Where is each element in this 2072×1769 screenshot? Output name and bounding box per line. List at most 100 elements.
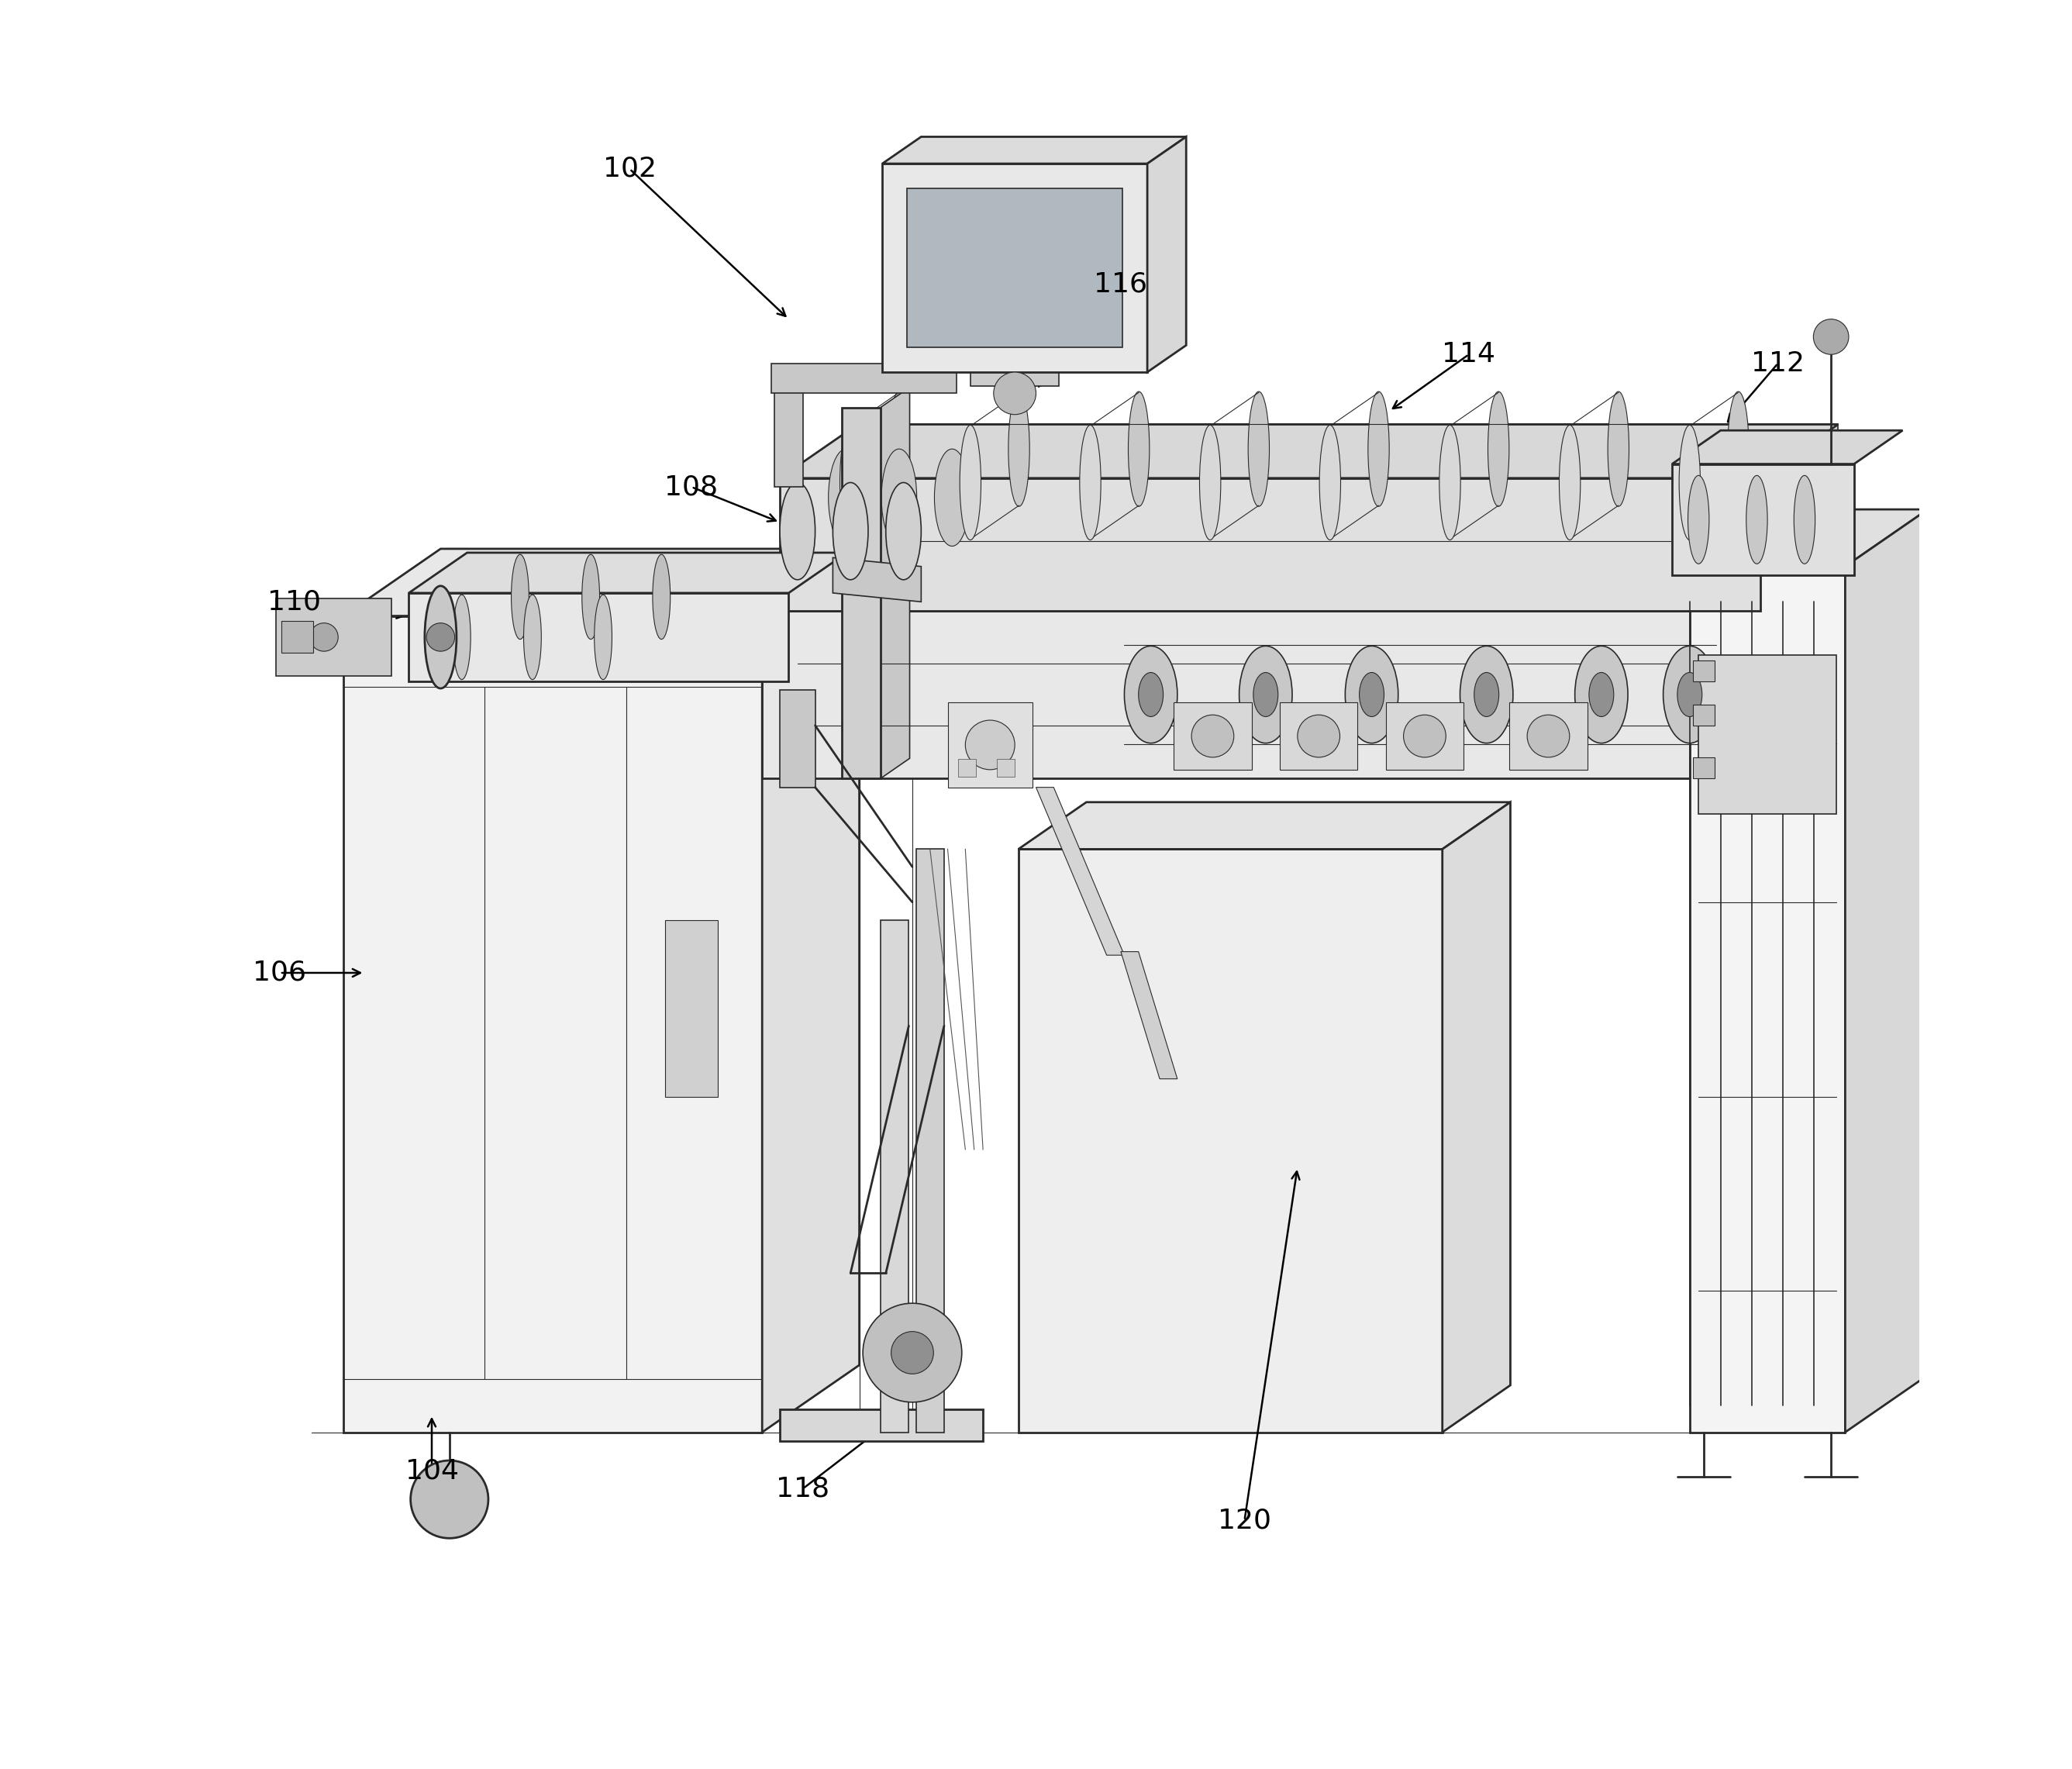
- Ellipse shape: [1575, 646, 1629, 743]
- Polygon shape: [858, 425, 1838, 557]
- Ellipse shape: [1359, 672, 1384, 716]
- Text: 106: 106: [253, 959, 307, 985]
- Ellipse shape: [1129, 391, 1150, 506]
- Ellipse shape: [1345, 646, 1399, 743]
- Bar: [957, 759, 976, 777]
- Polygon shape: [1672, 463, 1854, 575]
- Ellipse shape: [1689, 476, 1709, 564]
- Text: 118: 118: [777, 1475, 829, 1502]
- Ellipse shape: [887, 483, 922, 580]
- Polygon shape: [779, 478, 1761, 610]
- Ellipse shape: [1320, 425, 1341, 540]
- Circle shape: [995, 371, 1036, 414]
- Circle shape: [1527, 715, 1571, 757]
- Circle shape: [1403, 715, 1446, 757]
- Text: 116: 116: [1094, 271, 1148, 297]
- Circle shape: [427, 623, 454, 651]
- Ellipse shape: [829, 449, 864, 547]
- Ellipse shape: [839, 425, 862, 540]
- Bar: [779, 1410, 982, 1442]
- Polygon shape: [1121, 952, 1177, 1079]
- Ellipse shape: [881, 449, 916, 547]
- Text: 114: 114: [1442, 341, 1496, 368]
- Polygon shape: [344, 616, 762, 1433]
- Polygon shape: [1017, 801, 1510, 849]
- Ellipse shape: [582, 554, 599, 639]
- Polygon shape: [1017, 849, 1442, 1433]
- Circle shape: [966, 720, 1015, 770]
- Circle shape: [1191, 715, 1235, 757]
- Polygon shape: [1689, 566, 1846, 1433]
- Bar: [1280, 702, 1357, 770]
- Circle shape: [410, 1461, 489, 1539]
- Ellipse shape: [1247, 391, 1270, 506]
- Bar: [1693, 757, 1714, 778]
- Ellipse shape: [454, 594, 470, 679]
- Ellipse shape: [1678, 672, 1701, 716]
- Bar: [997, 759, 1015, 777]
- Polygon shape: [1442, 801, 1510, 1433]
- Ellipse shape: [1200, 425, 1220, 540]
- Ellipse shape: [425, 586, 456, 688]
- Polygon shape: [1689, 509, 1927, 566]
- Circle shape: [1297, 715, 1341, 757]
- Ellipse shape: [512, 554, 528, 639]
- Ellipse shape: [1678, 425, 1701, 540]
- Polygon shape: [775, 380, 802, 486]
- Polygon shape: [408, 593, 789, 681]
- Polygon shape: [762, 610, 1734, 778]
- Bar: [970, 357, 1059, 386]
- Text: 102: 102: [603, 156, 657, 182]
- Bar: [665, 920, 719, 1097]
- Polygon shape: [916, 849, 945, 1433]
- Ellipse shape: [889, 391, 910, 506]
- Ellipse shape: [959, 425, 980, 540]
- Ellipse shape: [1608, 391, 1629, 506]
- Text: 104: 104: [404, 1458, 458, 1484]
- Ellipse shape: [1080, 425, 1100, 540]
- Ellipse shape: [1125, 646, 1177, 743]
- Polygon shape: [833, 557, 922, 601]
- Polygon shape: [881, 387, 910, 778]
- Circle shape: [1813, 318, 1848, 354]
- Polygon shape: [762, 591, 792, 616]
- Bar: [947, 702, 1032, 787]
- Text: 120: 120: [1218, 1507, 1272, 1534]
- Ellipse shape: [1461, 646, 1513, 743]
- Text: 112: 112: [1751, 350, 1805, 377]
- Ellipse shape: [833, 483, 868, 580]
- Circle shape: [311, 623, 338, 651]
- Polygon shape: [779, 425, 1838, 478]
- Polygon shape: [762, 554, 1817, 610]
- Text: 108: 108: [665, 474, 719, 501]
- Ellipse shape: [1488, 391, 1508, 506]
- Polygon shape: [1036, 787, 1125, 955]
- Ellipse shape: [779, 483, 814, 580]
- Ellipse shape: [1138, 672, 1162, 716]
- Ellipse shape: [1728, 391, 1749, 506]
- Polygon shape: [771, 363, 957, 393]
- Ellipse shape: [1560, 425, 1581, 540]
- Circle shape: [862, 1304, 961, 1403]
- Polygon shape: [779, 690, 814, 787]
- Ellipse shape: [1239, 646, 1293, 743]
- Polygon shape: [344, 548, 860, 616]
- Polygon shape: [762, 548, 860, 1433]
- Ellipse shape: [595, 594, 611, 679]
- Bar: [276, 598, 392, 676]
- Polygon shape: [841, 407, 881, 778]
- Bar: [1693, 660, 1714, 681]
- Ellipse shape: [934, 449, 970, 547]
- Text: 110: 110: [267, 589, 321, 616]
- Polygon shape: [1672, 430, 1902, 463]
- Polygon shape: [883, 136, 1185, 163]
- Ellipse shape: [1009, 391, 1030, 506]
- Ellipse shape: [653, 554, 669, 639]
- Ellipse shape: [1794, 476, 1815, 564]
- Bar: [1510, 702, 1587, 770]
- Polygon shape: [883, 163, 1148, 371]
- Bar: [1699, 655, 1836, 814]
- Ellipse shape: [1254, 672, 1278, 716]
- Bar: [1693, 704, 1714, 725]
- Ellipse shape: [1368, 391, 1388, 506]
